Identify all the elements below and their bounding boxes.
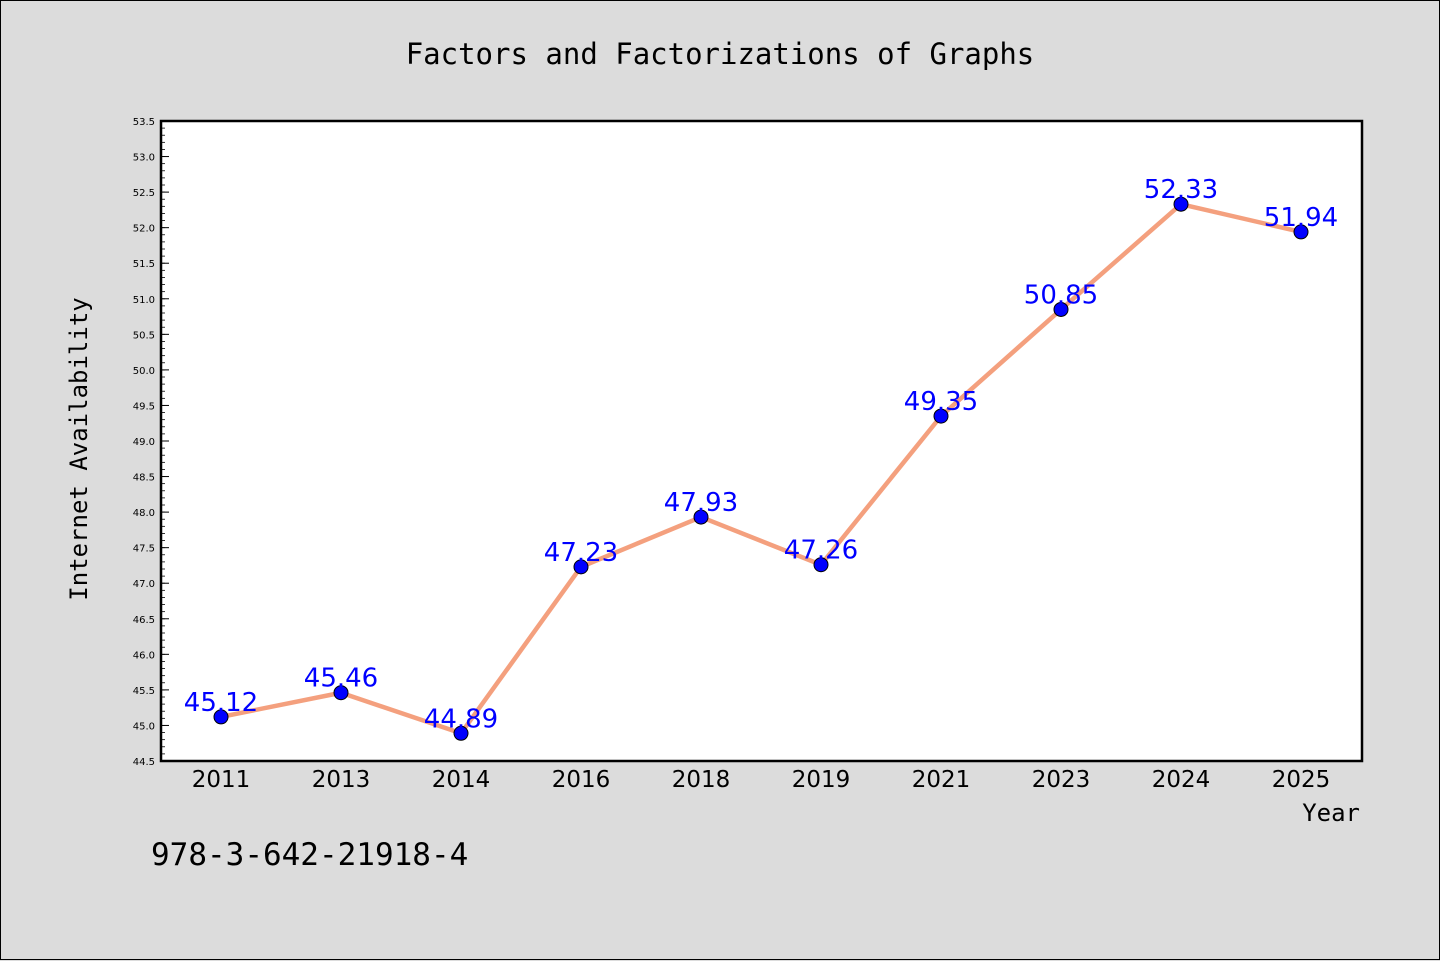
y-axis-label: Internet Availability	[65, 297, 93, 600]
data-point	[333, 685, 349, 701]
data-point	[813, 557, 829, 573]
series-line	[220, 201, 1302, 736]
y-tick-label: 50.0	[133, 366, 155, 377]
x-axis-tick-labels: 2011 2013 2014 2016 2018 2019 2021 2023 2024 2025	[192, 767, 1331, 793]
x-tick-label: 2019	[792, 767, 851, 793]
data-labels: 45.12 45.46 44.89 47.23 47.93 47.26 49.35 50.85…	[184, 175, 1338, 734]
y-axis-tick-labels: 44.5 45.0 45.5 46.0 46.5 47.0 47.5 48.0 48.5 49.0…	[133, 117, 155, 768]
y-tick-label: 44.5	[133, 757, 155, 768]
x-tick-label: 2021	[912, 767, 971, 793]
y-tick-label: 48.0	[133, 508, 155, 519]
y-tick-label: 49.5	[133, 401, 155, 412]
x-tick-label: 2011	[192, 767, 251, 793]
data-label: 47.23	[544, 538, 618, 568]
y-tick-label: 50.5	[133, 330, 155, 341]
data-label: 49.35	[904, 387, 978, 417]
data-point	[573, 559, 589, 575]
data-label: 52.33	[1144, 175, 1218, 205]
data-label: 50.85	[1024, 280, 1098, 310]
x-tick-label: 2024	[1152, 767, 1211, 793]
plot-area	[161, 121, 1362, 761]
x-tick-label: 2013	[312, 767, 371, 793]
x-tick-label: 2023	[1032, 767, 1091, 793]
data-point	[1053, 301, 1069, 317]
data-label: 47.26	[784, 536, 858, 566]
data-point	[933, 408, 949, 424]
data-label: 47.93	[664, 488, 738, 518]
x-axis-label: Year	[1302, 799, 1360, 827]
y-tick-label: 52.5	[133, 188, 155, 199]
data-label: 44.89	[424, 704, 498, 734]
data-point	[213, 709, 229, 725]
x-tick-label: 2014	[432, 767, 491, 793]
data-point	[693, 509, 709, 525]
y-tick-label: 46.0	[133, 650, 155, 661]
data-label: 51.94	[1264, 203, 1338, 233]
chart-title: Factors and Factorizations of Graphs	[406, 37, 1035, 71]
data-point	[1293, 224, 1309, 240]
y-tick-label: 52.0	[133, 224, 155, 235]
y-tick-label: 46.5	[133, 615, 155, 626]
y-tick-label: 53.0	[133, 153, 155, 164]
y-tick-label: 48.5	[133, 473, 155, 484]
data-point	[1173, 196, 1189, 212]
x-tick-label: 2016	[552, 767, 611, 793]
data-label: 45.46	[304, 664, 378, 694]
plot-border	[159, 119, 1364, 763]
y-tick-label: 47.0	[133, 579, 155, 590]
y-tick-label: 45.0	[133, 721, 155, 732]
data-point	[453, 725, 469, 741]
y-tick-label: 47.5	[133, 544, 155, 555]
y-tick-label: 51.0	[133, 295, 155, 306]
x-tick-label: 2018	[672, 767, 731, 793]
y-tick-label: 51.5	[133, 259, 155, 270]
y-tick-label: 53.5	[133, 117, 155, 128]
y-tick-label: 45.5	[133, 686, 155, 697]
data-label: 45.12	[184, 688, 258, 718]
data-points	[213, 196, 1309, 741]
isbn-annotation: 978-3-642-21918-4	[151, 837, 468, 873]
y-tick-label: 49.0	[133, 437, 155, 448]
x-tick-label: 2025	[1272, 767, 1331, 793]
